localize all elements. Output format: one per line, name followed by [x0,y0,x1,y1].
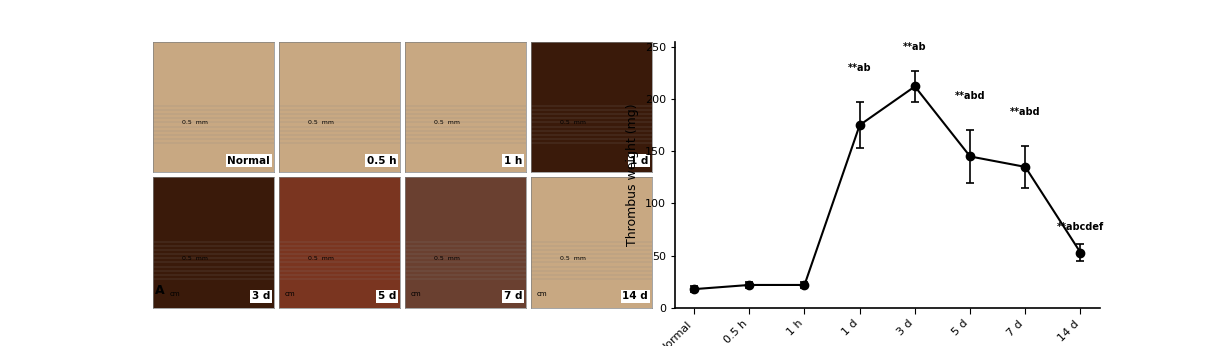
Text: 0.5  mm: 0.5 mm [434,256,459,261]
Text: cm: cm [285,291,296,298]
Text: cm: cm [536,291,547,298]
Text: 0.5 h: 0.5 h [367,156,396,166]
Y-axis label: Thrombus weight (mg): Thrombus weight (mg) [626,103,639,246]
Text: 1 d: 1 d [629,156,648,166]
Text: 3 d: 3 d [252,291,270,301]
Text: **abd: **abd [1009,107,1041,117]
Text: 0.5  mm: 0.5 mm [182,256,208,261]
Text: 0.5  mm: 0.5 mm [560,256,587,261]
Text: 0.5  mm: 0.5 mm [182,120,208,125]
Text: A: A [155,284,165,298]
Text: 0.5  mm: 0.5 mm [308,256,334,261]
Text: 1 h: 1 h [503,156,522,166]
Text: **abcdef: **abcdef [1057,222,1105,232]
Text: 0.5  mm: 0.5 mm [308,120,334,125]
Text: **ab: **ab [848,63,871,73]
Text: 5 d: 5 d [378,291,396,301]
Text: 7 d: 7 d [503,291,522,301]
Text: Normal: Normal [227,156,270,166]
Text: cm: cm [411,291,422,298]
Text: 0.5  mm: 0.5 mm [560,120,587,125]
Text: 0.5  mm: 0.5 mm [434,120,459,125]
Text: **ab: **ab [903,42,926,52]
Text: **abd: **abd [954,91,985,101]
Text: cm: cm [170,291,181,298]
Text: 14 d: 14 d [622,291,648,301]
